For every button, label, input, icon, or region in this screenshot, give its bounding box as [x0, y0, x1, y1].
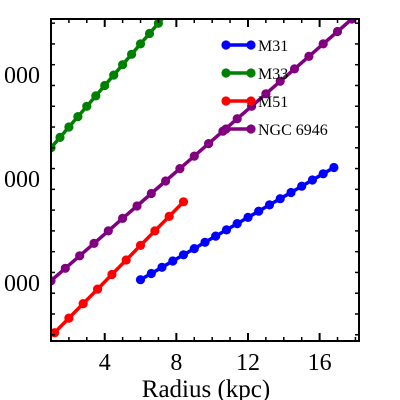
- ticks-layer: [50, 19, 359, 341]
- data-point-m31: [275, 194, 285, 204]
- data-point-ngc-6946: [289, 64, 300, 74]
- data-point-m33: [172, 0, 181, 7]
- data-point-m33: [144, 28, 155, 39]
- data-point-m31: [307, 175, 317, 185]
- x-tick-label: 12: [236, 350, 260, 376]
- legend-marker-ngc-6946: [246, 124, 256, 134]
- data-point-m31: [297, 181, 307, 191]
- data-point-ngc-6946: [232, 114, 242, 124]
- data-point-ngc-6946: [261, 89, 271, 99]
- legend-entry-ngc-6946: NGC 6946: [221, 122, 328, 139]
- data-point-m31: [211, 231, 221, 241]
- data-point-m51: [78, 299, 88, 309]
- legend-label-m51: M51: [258, 94, 288, 111]
- series-m51: [51, 197, 189, 338]
- legend-label-ngc-6946: NGC 6946: [258, 122, 328, 139]
- y-tick-label: 000: [4, 63, 40, 89]
- data-point-m51: [107, 269, 117, 280]
- legend-marker-ngc-6946: [221, 124, 231, 134]
- data-point-m51: [178, 197, 189, 207]
- x-axis-title: Radius (kpc): [142, 376, 270, 400]
- plot-frame: [50, 18, 360, 342]
- data-point-ngc-6946: [318, 39, 328, 49]
- data-point-m33: [163, 8, 172, 17]
- legend-entry-m51: M51: [221, 94, 288, 111]
- y-tick-label: 000: [4, 271, 40, 297]
- y-tick-label: 000: [4, 167, 40, 193]
- data-point-m33: [82, 101, 92, 111]
- data-point-m33: [91, 91, 101, 101]
- data-point-m31: [135, 275, 146, 285]
- legend-marker-m33: [221, 68, 231, 78]
- legend-marker-m31: [221, 40, 231, 50]
- data-point-m31: [264, 200, 275, 210]
- legend-marker-m51: [246, 96, 256, 106]
- data-point-m31: [329, 162, 339, 173]
- data-point-m33: [64, 122, 74, 132]
- data-point-m33: [55, 132, 65, 142]
- series-ngc-6946: [51, 2, 371, 286]
- data-point-m31: [254, 206, 264, 216]
- data-point-m31: [146, 268, 156, 279]
- data-point-ngc-6946: [189, 151, 199, 161]
- legend-marker-m33: [246, 68, 256, 78]
- data-point-m31: [189, 244, 199, 254]
- data-point-ngc-6946: [175, 164, 185, 174]
- data-point-ngc-6946: [362, 2, 371, 11]
- data-point-m31: [200, 237, 210, 247]
- data-point-m51: [93, 284, 103, 294]
- legend-label-m33: M33: [258, 66, 288, 83]
- legend-entry-m31: M31: [221, 38, 288, 55]
- data-point-m33: [127, 49, 137, 59]
- data-point-m33: [135, 39, 146, 49]
- data-point-ngc-6946: [347, 19, 357, 24]
- x-tick-label: 16: [308, 350, 332, 376]
- data-point-m31: [232, 219, 242, 229]
- data-point-m31: [178, 250, 189, 260]
- series-m31: [135, 162, 339, 285]
- data-point-m31: [168, 256, 178, 266]
- data-point-m33: [109, 70, 119, 80]
- data-point-ngc-6946: [304, 51, 314, 62]
- x-tick-label: 4: [99, 350, 111, 376]
- data-point-m51: [164, 211, 174, 221]
- data-point-m31: [318, 169, 328, 179]
- data-point-m33: [73, 112, 83, 122]
- data-point-m33: [118, 60, 128, 70]
- data-point-ngc-6946: [103, 226, 113, 236]
- data-point-ngc-6946: [118, 213, 128, 223]
- data-point-ngc-6946: [161, 176, 171, 186]
- series-line-m51: [53, 200, 185, 334]
- data-point-m51: [135, 240, 146, 250]
- series-m33: [51, 0, 181, 153]
- x-tick-label: 8: [170, 350, 182, 376]
- legend-marker-m31: [246, 40, 256, 50]
- data-point-ngc-6946: [60, 263, 70, 273]
- data-point-ngc-6946: [146, 188, 156, 199]
- labels-layer: 4 8 12 16 000 000 000: [4, 63, 332, 376]
- data-point-ngc-6946: [51, 276, 56, 286]
- data-point-ngc-6946: [132, 201, 142, 211]
- data-point-ngc-6946: [275, 76, 285, 86]
- data-point-m33: [153, 19, 163, 28]
- data-point-m51: [121, 255, 131, 265]
- data-point-ngc-6946: [332, 26, 343, 37]
- data-point-ngc-6946: [75, 251, 85, 261]
- data-point-m31: [157, 262, 167, 272]
- data-point-ngc-6946: [89, 238, 99, 248]
- legend: M31 M33 M51 NGC 6946: [221, 38, 328, 139]
- series-layer: [51, 0, 371, 338]
- data-point-m51: [64, 313, 74, 323]
- legend-label-m31: M31: [258, 38, 288, 55]
- data-point-m31: [286, 187, 296, 198]
- legend-entry-m33: M33: [221, 66, 288, 83]
- data-point-ngc-6946: [204, 139, 214, 149]
- data-point-m33: [100, 80, 110, 91]
- legend-marker-m51: [221, 96, 231, 106]
- data-point-m31: [243, 212, 253, 222]
- data-point-m31: [221, 225, 232, 235]
- data-point-m51: [150, 226, 160, 236]
